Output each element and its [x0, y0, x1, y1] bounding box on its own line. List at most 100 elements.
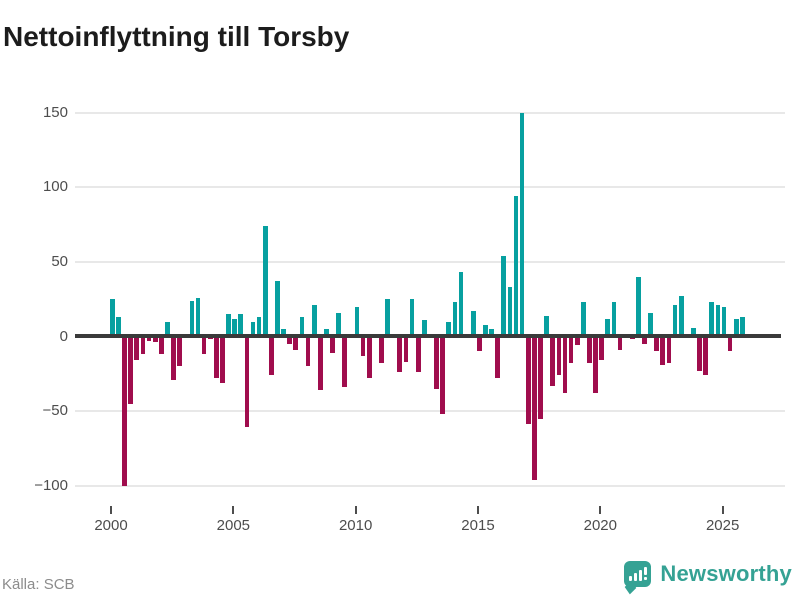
bar-2015Q1: [476, 336, 482, 352]
bar-2017Q2: [532, 336, 537, 480]
bar-2022Q1: [648, 312, 653, 337]
bar-2006Q3: [269, 336, 274, 376]
bar-2017Q4: [544, 315, 549, 337]
bar-2015Q4: [495, 336, 501, 379]
bar-2020Q2: [605, 318, 611, 337]
bar-2020Q4: [617, 336, 623, 350]
bar-2011Q1: [379, 336, 384, 364]
mini-bar-icon: [628, 576, 633, 581]
bar-2025Q4: [739, 317, 745, 337]
bar-2016Q2: [507, 287, 513, 337]
bar-2023Q4: [691, 327, 696, 337]
bar-2025Q1: [721, 306, 727, 337]
bar-2012Q1: [403, 336, 409, 362]
x-axis-tick-label: 2000: [94, 517, 128, 534]
bar-2001Q4: [152, 336, 158, 343]
bar-2012Q2: [409, 299, 415, 337]
zero-axis-line: [75, 334, 781, 338]
bar-2019Q2: [580, 302, 586, 337]
bar-2004Q4: [226, 314, 231, 337]
y-axis-tick-label: 0: [59, 327, 68, 345]
bar-2007Q2: [287, 336, 293, 344]
bar-2006Q4: [275, 281, 280, 337]
bar-2018Q1: [550, 336, 556, 386]
bar-2008Q1: [305, 336, 311, 367]
bar-2007Q4: [299, 317, 305, 337]
bar-2002Q1: [158, 336, 164, 355]
bar-2022Q3: [660, 336, 666, 365]
x-axis-tick: [476, 506, 479, 514]
bar-2025Q3: [733, 318, 739, 337]
bar-2023Q2: [678, 296, 684, 337]
bar-2022Q4: [666, 336, 672, 364]
source-label: Källa: SCB: [2, 576, 75, 593]
bar-2018Q4: [568, 336, 574, 364]
bar-2009Q3: [342, 336, 348, 388]
bar-2020Q1: [599, 336, 604, 361]
x-axis-tick: [110, 506, 112, 514]
x-axis-tick-label: 2005: [216, 517, 251, 534]
newsworthy-wordmark: Newsworthy: [660, 561, 792, 586]
gridline: [75, 186, 785, 189]
bar-2018Q3: [562, 336, 568, 394]
bar-2023Q1: [672, 305, 678, 337]
bar-2014Q2: [458, 272, 464, 337]
y-axis-tick-label: 100: [42, 178, 68, 196]
bar-2014Q1: [452, 302, 458, 337]
bar-2015Q3: [489, 329, 494, 337]
bar-2008Q2: [311, 305, 317, 337]
bar-2021Q4: [642, 336, 647, 344]
bar-2013Q2: [434, 336, 439, 389]
bar-2011Q4: [397, 336, 403, 373]
mini-bar-icon: [638, 570, 643, 581]
gridline: [75, 111, 785, 114]
bar-2024Q3: [709, 302, 715, 337]
x-axis-tick-label: 2010: [338, 517, 373, 534]
bar-2012Q4: [421, 320, 427, 337]
bar-2014Q4: [470, 311, 476, 337]
bar-2006Q2: [262, 226, 268, 337]
bar-2007Q1: [281, 329, 286, 337]
bar-2025Q2: [727, 336, 733, 352]
x-axis-tick: [232, 506, 235, 514]
bar-2000Q4: [128, 336, 134, 404]
gridline: [75, 260, 785, 263]
mini-bar-icon: [633, 573, 638, 581]
exclamation-icon: [643, 567, 648, 580]
bar-2015Q2: [483, 324, 488, 337]
y-axis-tick-label: 50: [51, 252, 68, 270]
bar-2012Q3: [415, 336, 421, 373]
bar-2019Q3: [587, 336, 592, 364]
y-axis-tick-label: −100: [34, 476, 68, 494]
x-axis-tick: [599, 506, 602, 514]
bar-2000Q1: [110, 299, 115, 337]
gridline: [75, 484, 785, 487]
x-axis-tick: [721, 506, 724, 514]
bar-2017Q3: [538, 336, 543, 419]
bar-2005Q1: [232, 318, 238, 337]
bar-2017Q1: [525, 336, 531, 425]
x-axis-tick-label: 2015: [461, 517, 495, 534]
bar-2003Q3: [195, 297, 201, 337]
bar-2009Q2: [336, 312, 341, 337]
newsworthy-bubble-chart-icon: [624, 561, 652, 595]
bar-2001Q2: [140, 336, 146, 355]
bar-2002Q2: [165, 321, 170, 337]
bar-2024Q1: [697, 336, 702, 371]
bar-2016Q1: [501, 255, 507, 337]
bar-2001Q1: [134, 336, 140, 361]
bar-2004Q3: [220, 336, 225, 383]
bar-2001Q3: [146, 336, 152, 341]
bar-2000Q2: [116, 317, 121, 337]
bar-2000Q3: [122, 336, 127, 486]
bar-2013Q3: [440, 336, 445, 415]
bar-2008Q3: [317, 336, 323, 391]
newsworthy-logo[interactable]: Newsworthy: [624, 561, 792, 595]
bar-2013Q4: [446, 321, 452, 337]
bar-2005Q4: [250, 321, 256, 337]
bar-2019Q4: [593, 336, 598, 394]
bar-2020Q3: [611, 302, 617, 337]
gridline: [75, 410, 785, 413]
bar-2021Q3: [636, 276, 641, 337]
